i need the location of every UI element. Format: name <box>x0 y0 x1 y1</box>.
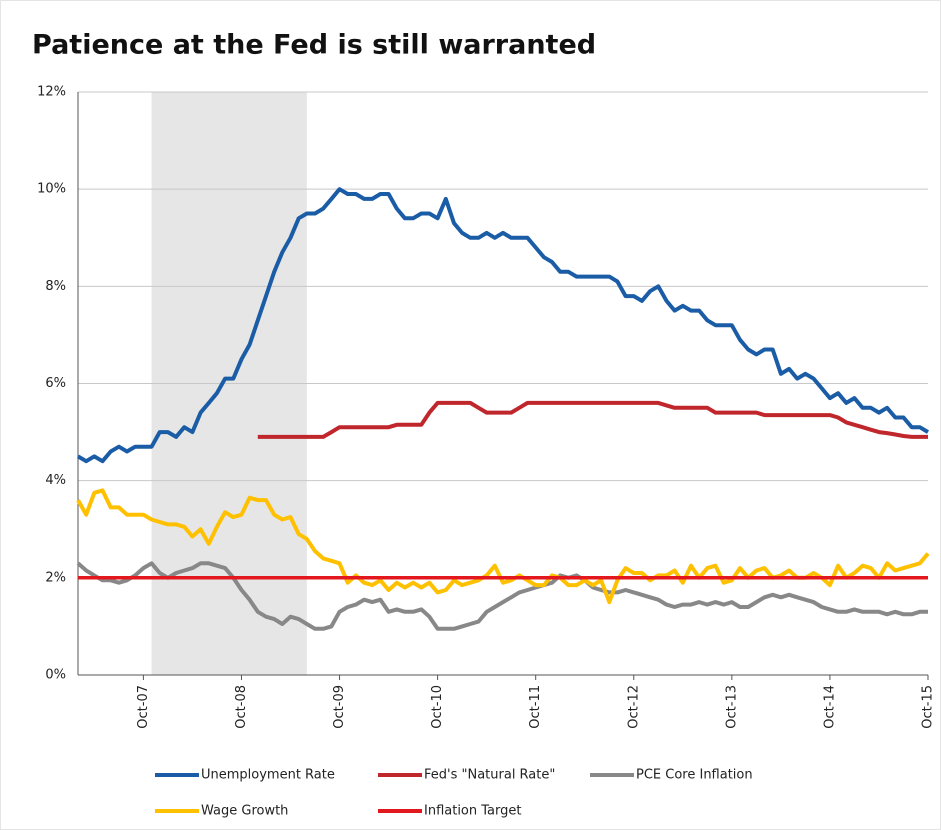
y-tick-label: 6% <box>45 376 66 391</box>
x-tick-label: Oct-07 <box>136 685 151 729</box>
y-tick-label: 10% <box>37 182 66 197</box>
legend-label: PCE Core Inflation <box>636 768 753 783</box>
x-tick-label: Oct-14 <box>822 685 837 729</box>
chart-title: Patience at the Fed is still warranted <box>32 30 596 61</box>
x-tick-label: Oct-10 <box>430 685 445 729</box>
y-tick-label: 12% <box>37 85 66 100</box>
series-line <box>257 400 928 439</box>
y-tick-label: 0% <box>45 668 66 683</box>
legend-label: Fed's "Natural Rate" <box>424 768 555 783</box>
x-tick-label: Oct-13 <box>724 685 739 729</box>
x-tick-label: Oct-15 <box>921 685 936 729</box>
series-line <box>76 561 928 631</box>
x-tick-label: Oct-08 <box>234 685 249 729</box>
y-tick-label: 2% <box>45 570 66 585</box>
series-line <box>76 488 930 605</box>
legend-label: Unemployment Rate <box>201 768 335 783</box>
y-tick-label: 8% <box>45 279 66 294</box>
legend-label: Wage Growth <box>201 804 288 819</box>
x-tick-label: Oct-09 <box>332 685 347 729</box>
x-tick-label: Oct-11 <box>528 685 543 729</box>
x-tick-label: Oct-12 <box>626 685 641 729</box>
series-line <box>76 187 930 464</box>
legend-label: Inflation Target <box>424 804 521 819</box>
y-tick-label: 4% <box>45 473 66 488</box>
